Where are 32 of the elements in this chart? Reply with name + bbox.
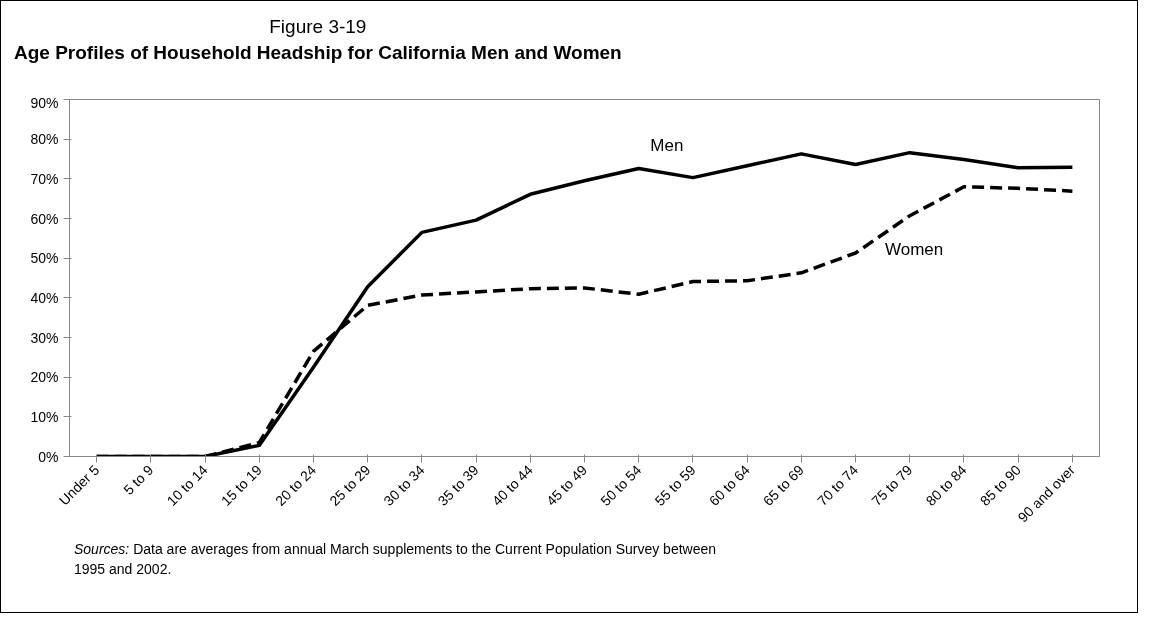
x-tick-label: 60 to 64 xyxy=(705,461,753,509)
series-label: Men xyxy=(650,136,684,155)
y-tick-label: 10% xyxy=(30,408,59,425)
x-tick-label: 45 to 49 xyxy=(543,461,591,509)
chart-title: Age Profiles of Household Headship for California Men and Women xyxy=(14,41,622,63)
y-tick-label: 90% xyxy=(30,94,59,111)
y-tick-label: 0% xyxy=(38,448,59,465)
x-tick-label: 20 to 24 xyxy=(272,461,320,509)
x-tick-label: 65 to 69 xyxy=(759,461,808,509)
y-tick-label: 40% xyxy=(30,289,59,306)
series-label: Women xyxy=(884,239,944,259)
x-tick-label: 5 to 9 xyxy=(120,461,157,498)
y-tick-label: 30% xyxy=(30,329,59,346)
y-tick-label: 60% xyxy=(30,210,59,227)
x-tick-label: 55 to 59 xyxy=(651,461,699,509)
x-tick-label: 15 to 19 xyxy=(217,461,266,509)
y-tick-label: 80% xyxy=(30,131,59,148)
x-tick-label: 85 to 90 xyxy=(976,461,1024,509)
x-tick-label: 30 to 34 xyxy=(380,461,428,509)
x-tick-label: 10 to 14 xyxy=(163,461,211,509)
x-tick-label: 25 to 29 xyxy=(326,461,374,509)
x-tick-label: 35 to 39 xyxy=(434,461,482,509)
y-tick-label: 50% xyxy=(30,250,59,267)
source-note: Sources: xyxy=(74,541,130,557)
x-tick-label: 80 to 84 xyxy=(922,461,970,509)
chart-subtitle: Figure 3-19 xyxy=(269,16,367,37)
y-tick-label: 20% xyxy=(30,369,59,386)
x-tick-label: 75 to 79 xyxy=(868,461,916,509)
x-tick-label: 70 to 74 xyxy=(814,461,862,509)
x-tick-label: 40 to 44 xyxy=(488,461,537,509)
y-tick-label: 70% xyxy=(30,170,59,187)
x-tick-label: 50 to 54 xyxy=(597,461,645,509)
